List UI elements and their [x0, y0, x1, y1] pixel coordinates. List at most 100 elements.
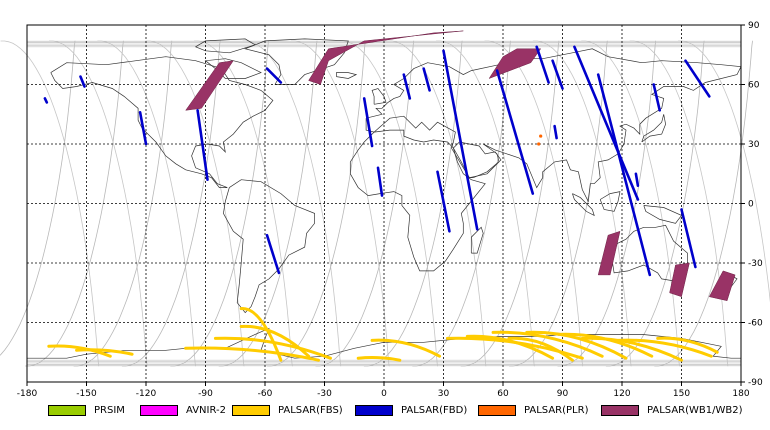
legend-item-prsim: PRSIM	[48, 402, 125, 418]
coastline-africa	[349, 129, 486, 272]
fbd-track	[422, 67, 431, 92]
fbs-track	[491, 330, 604, 358]
x-tick-label: -120	[136, 389, 157, 399]
coastline-ellesmere-island	[194, 38, 256, 54]
acquisition-layer	[43, 30, 736, 362]
coastline-madagascar	[470, 226, 484, 254]
y-tick-label: 90	[748, 21, 760, 31]
orbit-track	[363, 40, 463, 367]
fbd-track	[553, 124, 558, 140]
legend-swatch-palsar-plr	[478, 404, 516, 416]
fbs-track	[239, 324, 311, 358]
x-tick-label: 180	[732, 389, 749, 399]
fbd-track	[551, 59, 564, 90]
fbd-track	[138, 111, 148, 146]
x-tick-label: 120	[613, 389, 630, 399]
map-plot: -180 -150 -120 -90 -60 -30 0 30 60 90 120 150 180 90 6…	[0, 21, 770, 399]
fbd-track	[680, 208, 697, 269]
axis-ticks: -180 -150 -120 -90 -60 -30 0 30 60 90 120 150 180 90 6…	[17, 21, 763, 399]
x-tick-label: 30	[438, 389, 450, 399]
legend-label-palsar-plr: PALSAR(PLR)	[524, 404, 589, 416]
fbs-track	[75, 348, 134, 356]
fbd-track	[402, 73, 412, 100]
x-tick-label: -30	[317, 389, 332, 399]
x-tick-label: 90	[557, 389, 569, 399]
x-tick-label: -60	[258, 389, 273, 399]
fbd-track	[79, 75, 86, 88]
y-tick-label: 60	[748, 81, 760, 91]
coastline-borneo	[599, 191, 621, 212]
fbs-track	[580, 336, 683, 362]
orbit-track	[460, 40, 560, 367]
legend-label-palsar-fbd: PALSAR(FBD)	[401, 404, 468, 416]
orbit-track	[0, 40, 100, 367]
fbs-track	[239, 307, 283, 362]
fbd-track	[436, 170, 451, 233]
legend-item-avnir2: AVNIR-2	[140, 402, 226, 418]
fbs-track	[47, 344, 112, 358]
legend-swatch-palsar-wb	[601, 404, 639, 416]
legend-label-palsar-wb: PALSAR(WB1/WB2)	[647, 404, 743, 416]
x-tick-label: 0	[381, 389, 387, 399]
legend-item-palsar-wb: PALSAR(WB1/WB2)	[601, 402, 743, 418]
fbd-track	[196, 109, 209, 181]
fbd-track	[265, 67, 283, 84]
legend-swatch-palsar-fbd	[355, 404, 393, 416]
fbs-track	[356, 356, 402, 362]
legend-swatch-avnir2	[140, 404, 178, 416]
y-tick-label: 30	[748, 140, 760, 150]
orbit-track	[678, 40, 770, 303]
fbs-track	[184, 346, 321, 362]
fbd-track	[596, 73, 652, 277]
coastline-iceland	[336, 72, 358, 79]
graticule	[27, 25, 741, 382]
coastline-great-britain	[371, 88, 387, 105]
coastline-antarctica	[27, 327, 741, 359]
wb-swath	[597, 230, 621, 276]
orbit-track	[387, 40, 487, 367]
x-tick-label: 60	[497, 389, 509, 399]
fbs-track	[656, 336, 719, 354]
coastline-sumatra	[572, 193, 595, 217]
legend-label-palsar-fbs: PALSAR(FBS)	[278, 404, 343, 416]
coastline-japan	[641, 114, 666, 143]
orbit-track	[0, 40, 76, 356]
orbit-track	[339, 40, 438, 367]
fbs-track	[525, 330, 628, 360]
y-tick-label: -60	[748, 319, 763, 329]
legend-item-palsar-fbs: PALSAR(FBS)	[232, 402, 343, 418]
fbs-track	[507, 336, 574, 362]
fbd-track	[684, 59, 711, 98]
x-tick-label: -90	[198, 389, 213, 399]
fbd-track	[362, 97, 374, 148]
coastline-eurasia	[365, 48, 742, 203]
fbd-track	[535, 45, 550, 84]
coastline-new-guinea	[643, 205, 683, 224]
fbd-track	[495, 69, 535, 195]
legend-item-palsar-fbd: PALSAR(FBD)	[355, 402, 467, 418]
legend-label-avnir2: AVNIR-2	[186, 404, 226, 416]
y-tick-label: 0	[748, 200, 754, 210]
fbd-track	[376, 166, 384, 197]
legend-label-prsim: PRSIM	[94, 404, 125, 416]
wb-swath	[669, 262, 690, 298]
wb-swath	[308, 30, 464, 85]
plr-point	[539, 134, 543, 138]
fbd-track	[265, 233, 281, 275]
fbs-track	[370, 338, 442, 358]
wb-swath	[185, 60, 234, 111]
legend-item-palsar-plr: PALSAR(PLR)	[478, 402, 588, 418]
wb-swath	[488, 48, 542, 80]
fbd-track	[634, 172, 640, 187]
fbd-track	[43, 97, 49, 104]
fbd-track	[573, 45, 640, 201]
fbd-track	[652, 83, 662, 112]
y-tick-label: -90	[748, 378, 763, 388]
legend-swatch-prsim	[48, 404, 86, 416]
wb-swath	[708, 270, 736, 301]
fbs-track	[616, 338, 713, 358]
orbit-track	[315, 40, 415, 367]
fbd-track	[442, 49, 479, 231]
x-tick-label: 150	[673, 389, 690, 399]
